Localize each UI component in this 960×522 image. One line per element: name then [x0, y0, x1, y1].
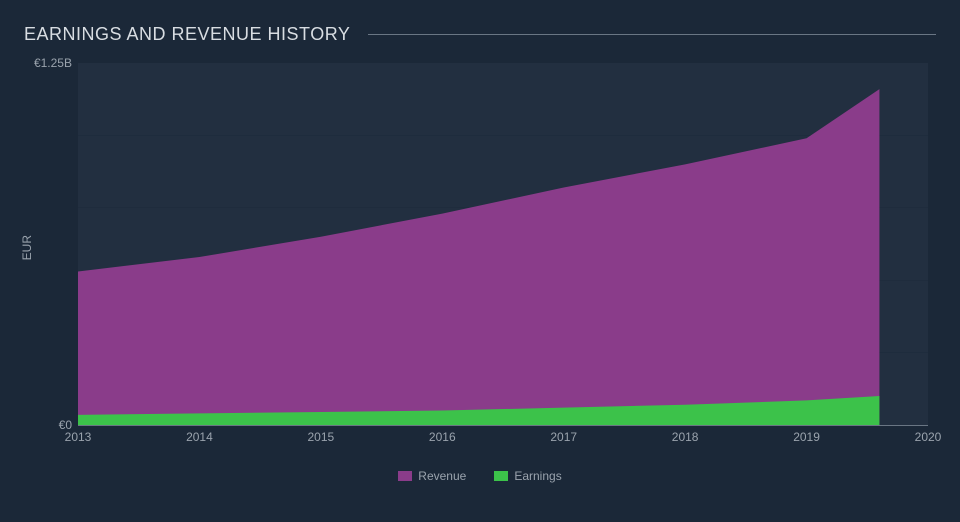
title-rule	[368, 34, 936, 35]
y-tick-top: €1.25B	[34, 56, 72, 70]
x-tick: 2018	[672, 430, 699, 444]
x-tick: 2017	[550, 430, 577, 444]
legend-swatch-revenue	[398, 471, 412, 481]
x-tick: 2020	[915, 430, 942, 444]
y-axis-label: EUR	[20, 235, 34, 260]
legend-item-earnings: Earnings	[494, 469, 561, 483]
legend-item-revenue: Revenue	[398, 469, 466, 483]
plot-svg	[78, 63, 928, 425]
chart-title: EARNINGS AND REVENUE HISTORY	[24, 24, 350, 45]
x-tick: 2016	[429, 430, 456, 444]
legend-label-revenue: Revenue	[418, 469, 466, 483]
plot-area	[78, 63, 928, 425]
legend-label-earnings: Earnings	[514, 469, 561, 483]
x-tick: 2014	[186, 430, 213, 444]
area-revenue	[78, 89, 879, 425]
legend-swatch-earnings	[494, 471, 508, 481]
x-tick: 2019	[793, 430, 820, 444]
chart: EUR €1.25B €0 20132014201520162017201820…	[24, 63, 936, 483]
x-tick: 2013	[65, 430, 92, 444]
legend: Revenue Earnings	[24, 469, 936, 483]
title-row: EARNINGS AND REVENUE HISTORY	[24, 24, 936, 45]
x-tick: 2015	[307, 430, 334, 444]
x-axis: 20132014201520162017201820192020	[78, 425, 928, 445]
plot-outer: €1.25B €0	[78, 63, 928, 425]
